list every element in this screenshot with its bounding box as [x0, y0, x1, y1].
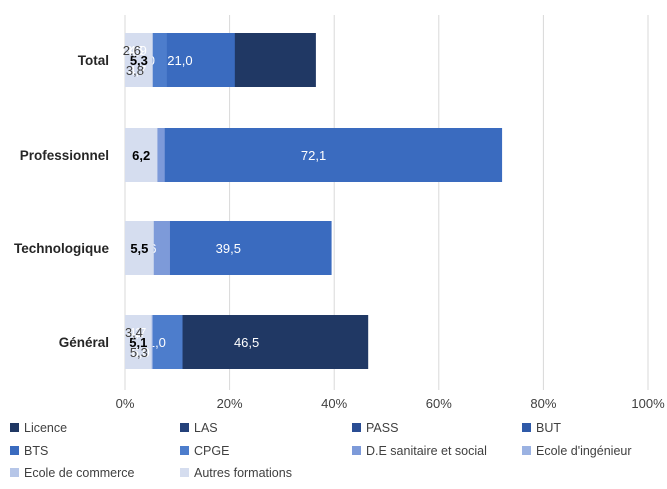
data-label: 4,9: [129, 43, 147, 58]
bar-segment: [125, 315, 152, 369]
data-label: 6,2: [132, 148, 150, 163]
bar-segment: [125, 128, 158, 182]
x-tick-label: 20%: [217, 396, 243, 411]
legend-label: Licence: [24, 421, 67, 435]
data-label: 3,4: [125, 325, 143, 340]
data-label: 4,7: [128, 325, 146, 340]
legend-label: Ecole d'ingénieur: [536, 444, 632, 458]
data-label: 72,1: [301, 148, 326, 163]
legend-swatch: [522, 446, 531, 455]
legend-label: Autres formations: [194, 466, 292, 480]
category-label: Général: [59, 335, 109, 350]
legend: Licence LAS PASS BUT BTS CPGE D.E sanitaire et…: [10, 421, 632, 480]
data-label: 39,5: [216, 241, 241, 256]
data-label: 3,2: [124, 325, 142, 340]
data-label: 5,1: [129, 335, 147, 350]
legend-swatch: [352, 446, 361, 455]
legend-label: BUT: [536, 421, 561, 435]
legend-label: D.E sanitaire et social: [366, 444, 487, 458]
x-tick-label: 60%: [426, 396, 452, 411]
bar-segment: [125, 221, 154, 275]
legend-swatch: [10, 468, 19, 477]
data-label: 4,7: [128, 63, 146, 78]
data-label: 5,5: [130, 241, 148, 256]
bar-segment: [125, 33, 153, 87]
legend-swatch: [10, 423, 19, 432]
x-tick-label: 80%: [530, 396, 556, 411]
x-tick-label: 100%: [631, 396, 665, 411]
legend-label: PASS: [366, 421, 398, 435]
data-label: 5,3: [130, 53, 148, 68]
legend-label: LAS: [194, 421, 218, 435]
legend-label: Ecole de commerce: [24, 466, 135, 480]
x-tick-label: 0%: [116, 396, 135, 411]
legend-label: CPGE: [194, 444, 229, 458]
legend-swatch: [180, 446, 189, 455]
legend-label: BTS: [24, 444, 48, 458]
x-tick-label: 40%: [321, 396, 347, 411]
data-label: 2,6: [123, 43, 141, 58]
data-label: 21,0: [167, 53, 192, 68]
data-label: 3,8: [126, 63, 144, 78]
legend-swatch: [522, 423, 531, 432]
legend-swatch: [180, 468, 189, 477]
legend-swatch: [180, 423, 189, 432]
legend-swatch: [352, 423, 361, 432]
category-label: Technologique: [14, 241, 109, 256]
category-label: Total: [78, 53, 109, 68]
data-label: 6,0: [132, 345, 150, 360]
data-label: 46,5: [234, 335, 259, 350]
category-label: Professionnel: [20, 148, 109, 163]
legend-swatch: [10, 446, 19, 455]
bar-segment: [125, 128, 503, 182]
data-label: 3,5: [125, 43, 143, 58]
data-label: 5,3: [130, 345, 148, 360]
